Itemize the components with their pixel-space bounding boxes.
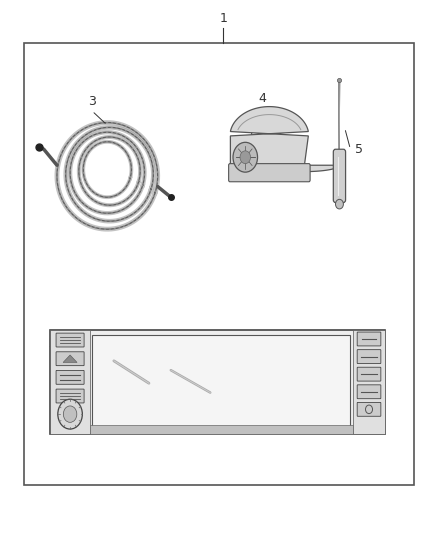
FancyBboxPatch shape	[56, 370, 84, 384]
Bar	[353, 330, 385, 434]
Text: 3: 3	[88, 95, 96, 108]
Circle shape	[64, 406, 77, 422]
FancyBboxPatch shape	[229, 164, 310, 182]
Circle shape	[58, 399, 82, 429]
FancyBboxPatch shape	[357, 385, 381, 399]
Circle shape	[233, 142, 258, 172]
FancyBboxPatch shape	[357, 350, 381, 364]
FancyBboxPatch shape	[357, 367, 381, 381]
FancyBboxPatch shape	[357, 402, 381, 416]
FancyBboxPatch shape	[56, 352, 84, 366]
FancyBboxPatch shape	[333, 149, 346, 203]
Text: 4: 4	[259, 92, 267, 105]
FancyBboxPatch shape	[56, 389, 84, 403]
Circle shape	[336, 199, 343, 209]
Bar	[92, 335, 350, 428]
Bar	[24, 43, 414, 485]
FancyBboxPatch shape	[56, 333, 84, 347]
FancyBboxPatch shape	[357, 332, 381, 346]
Circle shape	[240, 151, 251, 164]
Polygon shape	[63, 355, 77, 362]
Text: 2: 2	[49, 337, 57, 350]
Text: 1: 1	[219, 12, 227, 25]
Bar	[50, 330, 90, 434]
Bar	[90, 425, 353, 434]
Text: 5: 5	[355, 143, 363, 156]
Polygon shape	[230, 107, 339, 172]
Bar	[50, 330, 385, 434]
